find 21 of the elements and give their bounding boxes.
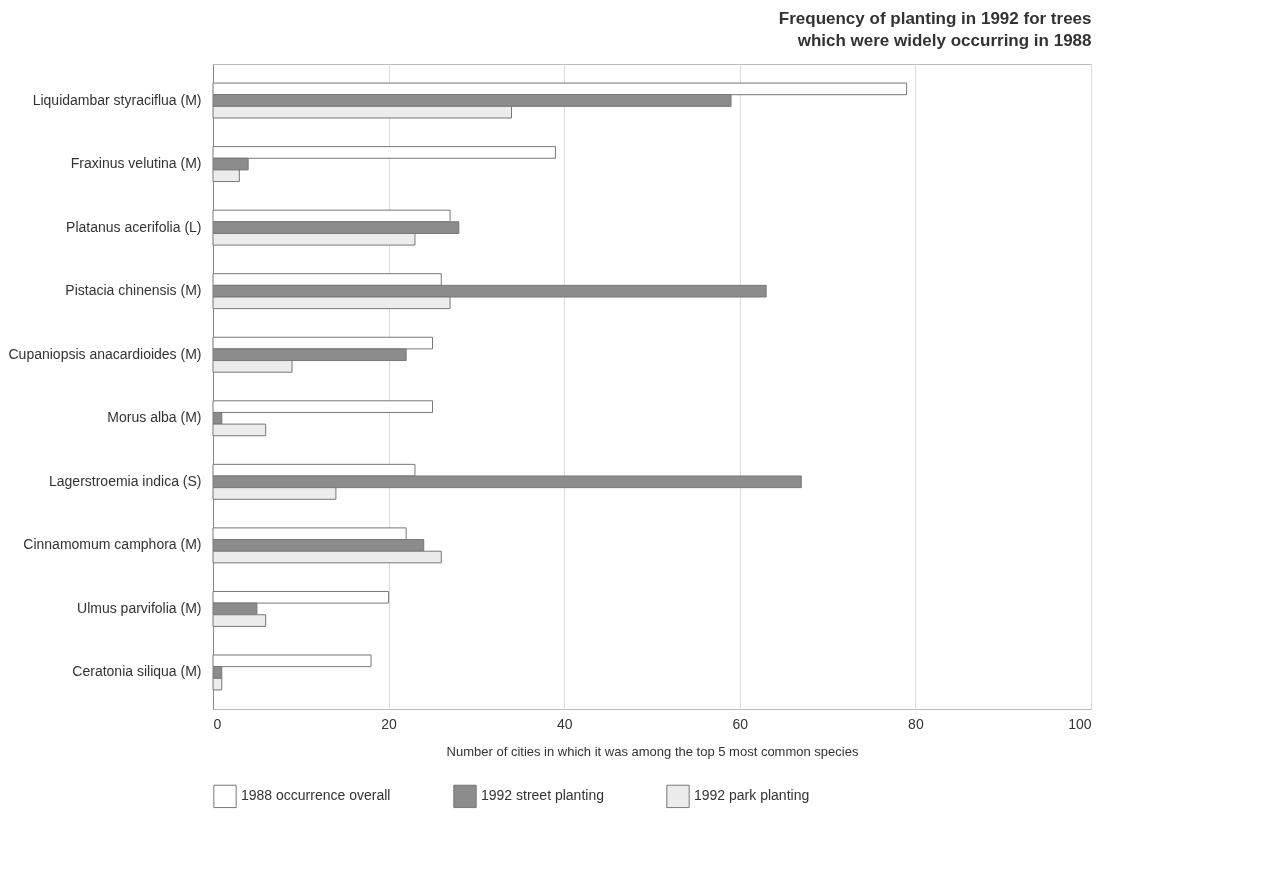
y-tick-label: Cinnamomum camphora (M) bbox=[23, 536, 202, 553]
x-tick-label: 20 bbox=[381, 715, 398, 732]
x-tick-label: 100 bbox=[1068, 715, 1092, 732]
x-tick-label: 80 bbox=[908, 715, 924, 732]
y-tick-label: Ceratonia siliqua (M) bbox=[72, 663, 202, 680]
x-axis-title: Number of cities in which it was among the top 5 most common species bbox=[446, 743, 859, 759]
legend-label: 1992 street planting bbox=[481, 787, 604, 804]
y-tick-label: Morus alba (M) bbox=[107, 409, 202, 426]
y-tick-label: Ulmus parvifolia (M) bbox=[77, 599, 202, 616]
y-tick-label: Lagerstroemia indica (S) bbox=[48, 472, 202, 489]
y-tick-label: Cupaniopsis anacardioides (M) bbox=[8, 345, 202, 362]
y-tick-label: Fraxinus velutina (M) bbox=[70, 155, 202, 172]
x-tick-label: 0 bbox=[213, 715, 222, 732]
legend-label: 1988 occurrence overall bbox=[241, 787, 391, 804]
y-tick-label: Liquidambar styraciflua (M) bbox=[32, 91, 202, 108]
y-tick-label: Pistacia chinensis (M) bbox=[65, 282, 202, 299]
chart-title: Frequency of planting in 1992 for trees which were widely occurring in 1988 bbox=[778, 9, 1092, 50]
y-tick-label: Platanus acerifolia (L) bbox=[66, 218, 202, 235]
x-tick-label: 60 bbox=[732, 715, 749, 732]
x-tick-label: 40 bbox=[556, 715, 573, 732]
legend-label: 1992 park planting bbox=[694, 787, 810, 804]
